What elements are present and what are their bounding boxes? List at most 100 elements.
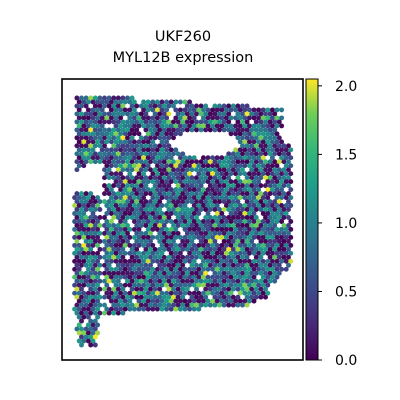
expression-spot	[182, 123, 188, 129]
expression-spot	[90, 99, 96, 105]
expression-spot	[136, 123, 142, 129]
expression-spot	[171, 119, 176, 125]
expression-spot	[122, 290, 128, 296]
expression-spot	[83, 223, 89, 228]
expression-spot	[127, 298, 133, 304]
expression-spot	[72, 203, 78, 208]
expression-spot	[251, 258, 257, 264]
expression-spot	[233, 234, 239, 240]
expression-spot	[272, 223, 278, 228]
expression-spot	[210, 234, 216, 240]
expression-spot	[108, 195, 114, 201]
expression-spot	[246, 211, 252, 216]
expression-spot	[108, 187, 114, 193]
expression-spot	[138, 143, 144, 149]
expression-spot	[177, 298, 183, 304]
expression-spot	[251, 147, 257, 153]
expression-spot	[90, 266, 96, 272]
expression-spot	[99, 107, 105, 113]
expression-spot	[260, 274, 266, 280]
expression-spot	[74, 199, 80, 205]
expression-spot	[148, 191, 153, 197]
expression-spot	[251, 298, 257, 304]
expression-spot	[194, 230, 199, 236]
expression-spot	[246, 250, 252, 256]
expression-spot	[249, 286, 255, 292]
expression-spot	[210, 203, 216, 208]
expression-spot	[276, 159, 282, 165]
expression-spot	[125, 238, 130, 244]
expression-spot	[125, 191, 130, 197]
expression-spot	[260, 163, 266, 169]
expression-spot	[129, 119, 135, 125]
expression-spot	[164, 298, 170, 304]
expression-spot	[221, 191, 227, 197]
expression-spot	[136, 203, 142, 208]
expression-spot	[173, 258, 179, 264]
expression-spot	[171, 159, 176, 165]
expression-spot	[106, 246, 112, 252]
expression-spot	[106, 111, 112, 117]
expression-spot	[237, 163, 243, 169]
expression-spot	[265, 139, 271, 145]
expression-spot	[205, 282, 211, 288]
expression-spot	[97, 135, 103, 141]
expression-spot	[97, 286, 103, 292]
expression-spot	[122, 250, 128, 256]
expression-spot	[180, 183, 186, 189]
expression-spot	[180, 302, 186, 308]
expression-spot	[143, 278, 149, 284]
expression-spot	[212, 270, 218, 276]
expression-spot	[118, 234, 124, 240]
expression-spot	[205, 258, 211, 264]
expression-spot	[184, 175, 190, 181]
expression-spot	[258, 199, 264, 205]
expression-spot	[152, 294, 158, 300]
expression-spot	[88, 159, 94, 165]
expression-spot	[180, 215, 186, 220]
expression-spot	[256, 226, 262, 232]
expression-spot	[81, 99, 87, 105]
expression-spot	[286, 215, 291, 220]
expression-spot	[221, 286, 227, 292]
expression-spot	[148, 262, 153, 268]
expression-spot	[214, 290, 220, 296]
expression-spot	[125, 111, 130, 117]
expression-spot	[230, 199, 236, 205]
expression-spot	[111, 207, 117, 212]
expression-spot	[237, 171, 243, 177]
expression-spot	[88, 207, 94, 212]
expression-spot	[152, 135, 158, 141]
expression-spot	[233, 123, 239, 129]
expression-spot	[168, 290, 174, 296]
expression-spot	[242, 203, 248, 208]
expression-spot	[106, 103, 112, 109]
expression-spot	[161, 246, 167, 252]
expression-spot	[90, 131, 96, 137]
expression-spot	[214, 234, 220, 240]
expression-spot	[136, 147, 142, 153]
expression-spot	[164, 123, 170, 129]
expression-spot	[129, 262, 135, 268]
expression-spot	[212, 254, 218, 260]
expression-spot	[92, 342, 98, 348]
expression-spot	[161, 143, 167, 149]
expression-spot	[246, 155, 252, 161]
expression-spot	[279, 155, 285, 161]
expression-spot	[258, 119, 264, 125]
expression-spot	[168, 242, 174, 248]
expression-spot	[122, 242, 128, 248]
expression-spot	[164, 147, 170, 153]
expression-spot	[191, 195, 197, 201]
expression-spot	[164, 282, 170, 288]
expression-spot	[99, 139, 105, 145]
expression-spot	[191, 266, 197, 272]
expression-spot	[194, 159, 199, 165]
expression-spot	[157, 119, 163, 125]
expression-spot	[166, 183, 172, 189]
expression-spot	[79, 95, 84, 101]
expression-spot	[244, 246, 250, 252]
expression-spot	[83, 95, 89, 101]
expression-spot	[143, 294, 149, 300]
expression-spot	[113, 250, 119, 256]
